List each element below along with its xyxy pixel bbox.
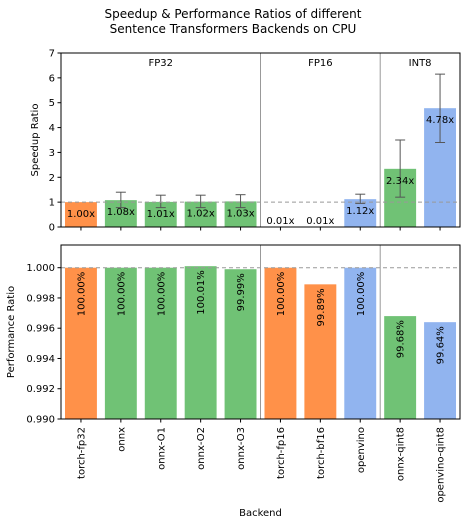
x-axis-label: Backend	[239, 508, 282, 519]
y-tick-label: 0.996	[26, 324, 55, 335]
data-label-torch-fp32: 100.00%	[77, 272, 88, 317]
y-tick-label: 2	[49, 173, 55, 184]
plot-frame	[60, 52, 461, 228]
data-label-onnx-O3: 1.03x	[226, 208, 254, 219]
x-tick-label-openvino: openvino	[356, 427, 367, 473]
y-tick-label: 5	[49, 98, 55, 109]
group-label-fp32: FP32	[148, 58, 173, 69]
bar-performance-torch-bf16	[304, 284, 337, 419]
bar-performance-onnx-O1	[144, 267, 177, 419]
data-label-onnx-O1: 1.01x	[147, 209, 175, 220]
y-tick-label: 0.998	[26, 293, 55, 304]
data-label-torch-fp16: 0.01x	[266, 216, 294, 227]
data-label-onnx-O3: 99.99%	[236, 273, 247, 311]
bar-performance-onnx-O3	[224, 269, 257, 419]
data-label-onnx-qint8: 99.68%	[396, 320, 407, 358]
data-label-torch-fp32: 1.00x	[67, 209, 95, 220]
data-label-onnx-O1: 100.00%	[156, 272, 167, 317]
data-label-onnx-O2: 100.01%	[196, 270, 207, 315]
y-tick-label: 0.992	[26, 384, 55, 395]
group-label-fp16: FP16	[308, 58, 333, 69]
x-tick-label-onnx-O3: onnx-O3	[236, 427, 247, 470]
bar-performance-torch-fp16	[264, 267, 297, 419]
x-tick-label-onnx-O2: onnx-O2	[196, 427, 207, 470]
x-tick-label-openvino-qint8: openvino-qint8	[436, 427, 447, 503]
y-tick-label: 3	[49, 148, 55, 159]
y-tick-label: 4	[49, 123, 55, 134]
x-tick-label-onnx-O1: onnx-O1	[156, 427, 167, 470]
data-label-openvino: 1.12x	[346, 206, 374, 217]
data-label-onnx-qint8: 2.34x	[386, 176, 414, 187]
data-label-openvino-qint8: 99.64%	[436, 326, 447, 364]
y-tick-label: 1	[49, 198, 55, 209]
y-axis-label-performance: Performance Ratio	[6, 286, 17, 378]
plot-frame	[60, 244, 461, 420]
y-axis-label-speedup: Speedup Ratio	[30, 104, 41, 177]
data-label-openvino: 100.00%	[356, 272, 367, 317]
bar-performance-onnx-qint8	[384, 316, 417, 419]
x-tick-label-onnx-qint8: onnx-qint8	[396, 427, 407, 481]
y-tick-label: 0.990	[26, 415, 55, 426]
bar-performance-openvino	[344, 267, 377, 419]
y-tick-label: 7	[49, 49, 55, 60]
bar-performance-onnx	[104, 267, 137, 419]
x-tick-label-torch-fp32: torch-fp32	[77, 427, 88, 479]
data-label-onnx-O2: 1.02x	[187, 209, 215, 220]
data-label-torch-bf16: 99.89%	[316, 288, 327, 326]
x-tick-label-torch-bf16: torch-bf16	[316, 427, 327, 479]
y-tick-label: 0.994	[26, 354, 55, 365]
group-label-int8: INT8	[409, 58, 432, 69]
chart-title-line-1: Speedup & Performance Ratios of differen…	[104, 7, 362, 21]
y-tick-label: 1.000	[26, 263, 55, 274]
data-label-openvino-qint8: 4.78x	[426, 115, 454, 126]
x-tick-label-torch-fp16: torch-fp16	[276, 427, 287, 479]
y-tick-label: 6	[49, 73, 55, 84]
bar-speedup-torch-fp32	[64, 202, 97, 227]
bar-performance-torch-fp32	[64, 267, 97, 419]
data-label-torch-bf16: 0.01x	[306, 216, 334, 227]
data-label-onnx: 100.00%	[116, 272, 127, 317]
y-tick-label: 0	[49, 223, 55, 234]
x-tick-label-onnx: onnx	[116, 427, 127, 452]
bar-performance-onnx-O2	[184, 266, 217, 419]
data-label-torch-fp16: 100.00%	[276, 272, 287, 317]
data-label-onnx: 1.08x	[107, 207, 135, 218]
bar-performance-openvino-qint8	[424, 322, 457, 419]
chart-title-line-2: Sentence Transformers Backends on CPU	[109, 22, 357, 36]
